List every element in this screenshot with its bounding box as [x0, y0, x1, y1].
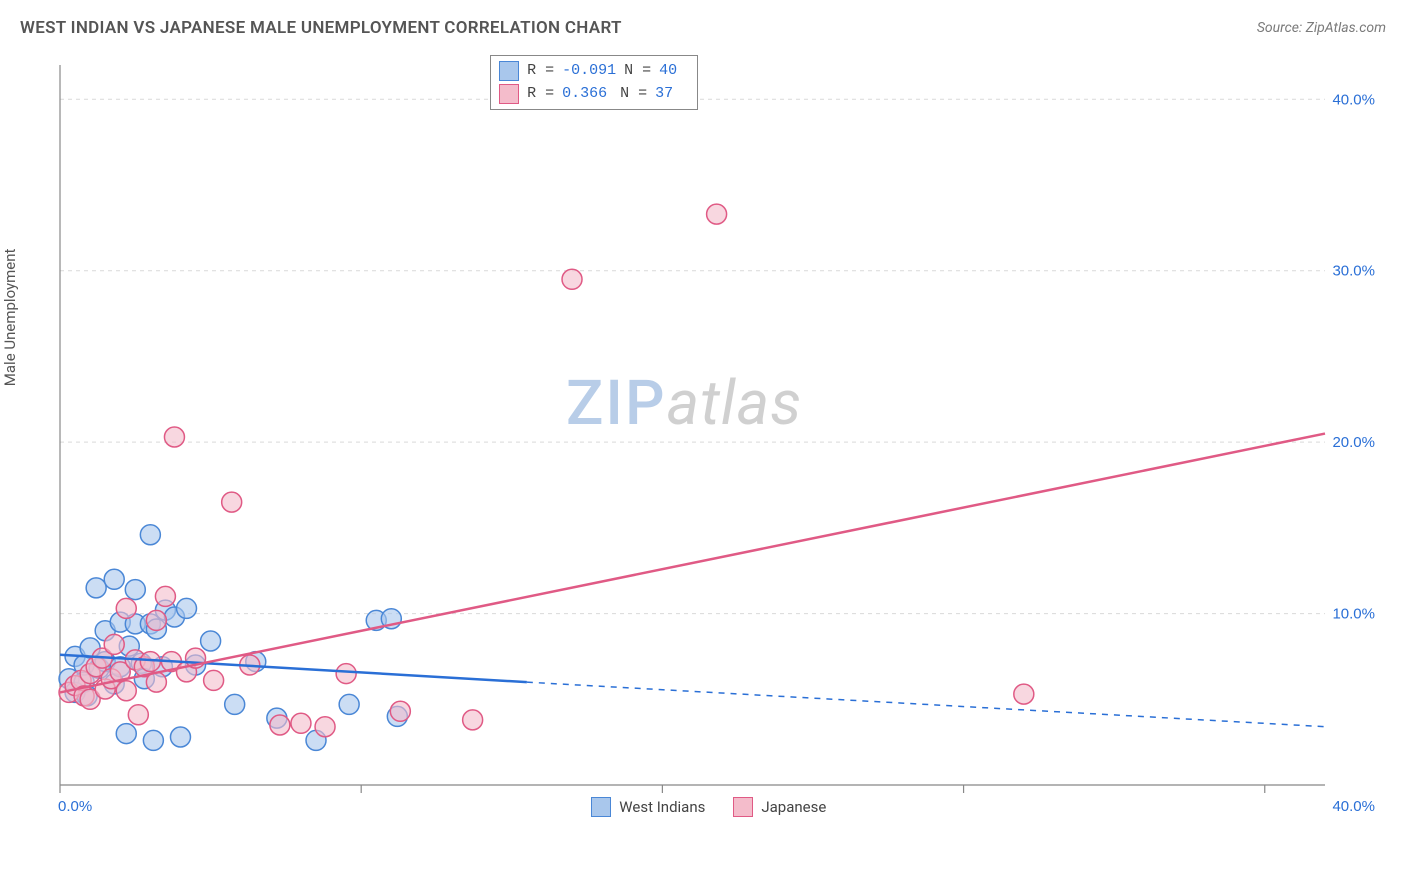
svg-text:30.0%: 30.0%	[1332, 263, 1375, 280]
y-axis-label: Male Unemployment	[1, 249, 19, 387]
stats-row: R = -0.091 N = 40	[499, 60, 689, 83]
stats-n-label: N =	[620, 83, 647, 106]
svg-text:0.0%: 0.0%	[58, 798, 92, 815]
legend-label: West Indians	[619, 798, 705, 816]
stats-r-value: 0.366	[562, 83, 612, 106]
svg-text:40.0%: 40.0%	[1332, 91, 1375, 108]
legend-label: Japanese	[761, 798, 826, 816]
stats-r-value: -0.091	[562, 60, 616, 83]
chart-plot-area: 10.0%20.0%30.0%40.0%0.0%40.0% ZIPatlas R…	[55, 55, 1385, 835]
stats-r-label: R =	[527, 60, 554, 83]
stats-n-value: 37	[655, 83, 685, 106]
chart-title: WEST INDIAN VS JAPANESE MALE UNEMPLOYMEN…	[20, 18, 622, 38]
stats-n-value: 40	[659, 60, 689, 83]
stats-row: R = 0.366 N = 37	[499, 83, 689, 106]
stats-legend-box: R =-0.091N =40R = 0.366N =37	[490, 55, 698, 110]
legend-item: Japanese	[733, 797, 826, 817]
bottom-legend: West Indians Japanese	[591, 797, 826, 817]
svg-text:20.0%: 20.0%	[1332, 434, 1375, 451]
scatter-chart: 10.0% 20.0% 30.0% 40.0% 0.0% 40.0%	[55, 55, 1385, 835]
legend-item: West Indians	[591, 797, 705, 817]
stats-n-label: N =	[624, 60, 651, 83]
stats-r-label: R =	[527, 83, 554, 106]
legend-swatch	[499, 61, 519, 81]
svg-text:10.0%: 10.0%	[1332, 606, 1375, 623]
legend-swatch	[733, 797, 753, 817]
chart-source: Source: ZipAtlas.com	[1257, 20, 1386, 36]
legend-swatch	[499, 84, 519, 104]
svg-text:40.0%: 40.0%	[1332, 798, 1375, 815]
legend-swatch	[591, 797, 611, 817]
